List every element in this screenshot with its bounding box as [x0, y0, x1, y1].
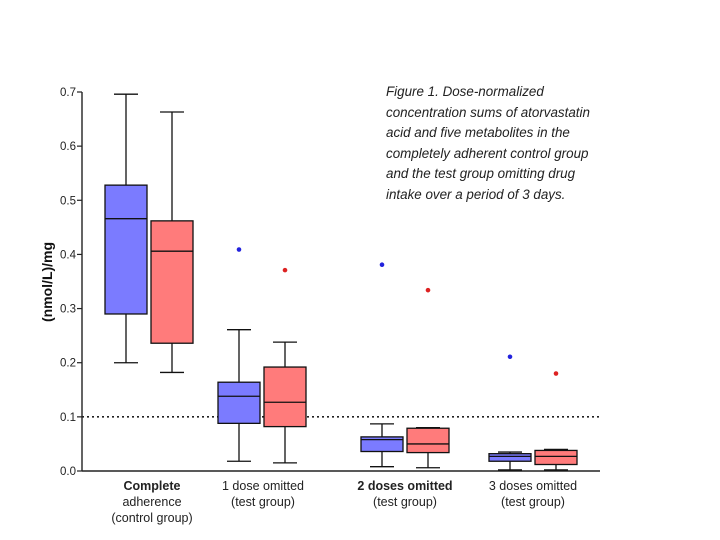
outlier-point — [553, 371, 559, 376]
iqr-box — [488, 453, 532, 462]
iqr-box — [150, 220, 194, 344]
caption-line: and the test group omitting drug — [386, 166, 576, 181]
outlier-point — [282, 267, 288, 273]
outlier-point — [379, 262, 385, 268]
x-label-line: (test group) — [231, 495, 295, 509]
iqr-box — [263, 366, 307, 428]
outlier-point — [236, 247, 242, 252]
iqr-box — [406, 427, 450, 454]
y-tick-label: 0.6 — [60, 141, 76, 153]
box-blue-group-4 — [488, 354, 532, 471]
caption-line: Figure 1. Dose-normalized — [386, 84, 544, 99]
x-category-label-complete-adherence: Complete adherence (control group) — [87, 478, 217, 526]
caption-line: concentration sums of atorvastatin — [386, 104, 590, 120]
box-red-group-3 — [406, 287, 450, 469]
box-blue-group-1 — [104, 93, 148, 364]
y-tick-label: 0.7 — [60, 87, 76, 99]
outlier-point — [425, 287, 431, 293]
caption-line: acid and five metabolites in the — [386, 125, 570, 140]
box-blue-group-2 — [217, 247, 261, 462]
caption-line: completely adherent control group — [386, 145, 589, 161]
iqr-box — [217, 381, 261, 425]
y-tick-label: 0.5 — [60, 195, 76, 207]
y-tick-label: 0.1 — [60, 412, 76, 424]
outlier-point — [507, 354, 513, 360]
x-label-line: adherence — [122, 495, 182, 509]
x-label-line: (test group) — [501, 495, 565, 509]
iqr-box — [104, 184, 148, 315]
x-label-line: (control group) — [111, 511, 193, 525]
figure-caption: Figure 1. Dose-normalized concentration … — [386, 82, 636, 205]
x-label-line: Complete — [123, 479, 181, 493]
iqr-box — [360, 436, 404, 453]
y-tick-label: 0.0 — [60, 466, 76, 478]
y-tick-label: 0.2 — [60, 358, 76, 370]
box-blue-group-3 — [360, 262, 404, 468]
iqr-box — [534, 449, 578, 466]
x-label-line: 3 doses omitted — [488, 479, 578, 493]
x-label-line: 1 dose omitted — [222, 479, 304, 493]
caption-line: intake over a period of 3 days. — [386, 186, 566, 202]
x-category-label-3-doses-omitted: 3 doses omitted (test group) — [468, 478, 598, 510]
box-red-group-2 — [263, 267, 307, 464]
box-red-group-4 — [534, 371, 578, 471]
x-label-line: 2 doses omitted — [357, 479, 453, 493]
box-red-group-1 — [150, 111, 194, 374]
y-tick-label: 0.3 — [60, 304, 76, 316]
x-label-line: (test group) — [373, 495, 437, 509]
x-category-label-2-doses-omitted: 2 doses omitted (test group) — [340, 478, 470, 510]
y-axis-label: (nmol/L)/mg — [39, 241, 55, 323]
x-category-label-1-dose-omitted: 1 dose omitted (test group) — [198, 478, 328, 510]
y-tick-label: 0.4 — [60, 249, 77, 261]
